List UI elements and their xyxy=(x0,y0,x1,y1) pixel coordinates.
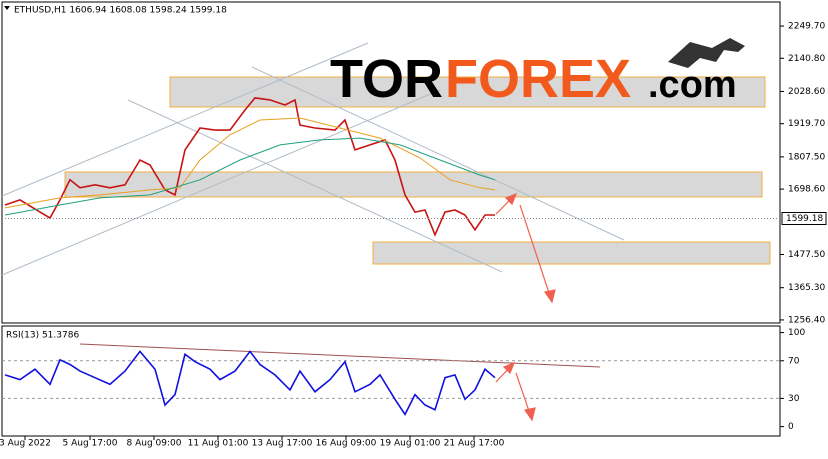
symbol-marker xyxy=(4,6,10,10)
x-tick-label: 8 Aug 09:00 xyxy=(127,439,182,449)
zone xyxy=(64,171,763,198)
x-tick-label: 13 Aug 17:00 xyxy=(252,439,313,449)
zone xyxy=(169,76,766,108)
series-line xyxy=(4,137,496,216)
last-price-box xyxy=(781,212,827,226)
y-tick-label: 0 xyxy=(788,422,794,432)
logo-tor: TOR xyxy=(330,49,443,109)
y-tick-label: 100 xyxy=(788,328,805,338)
rsi-panel xyxy=(1,325,781,437)
y-tick-label: 1919.70 xyxy=(788,119,825,129)
channel-line xyxy=(1,42,369,197)
arrow-head xyxy=(502,361,516,375)
arrow xyxy=(515,372,531,415)
logo-com: .com xyxy=(648,64,737,106)
y-tick-label: 1365.30 xyxy=(788,283,825,293)
logo-forex: FOREX xyxy=(445,49,631,109)
zone xyxy=(372,241,771,265)
arrow-head xyxy=(504,192,518,206)
logo: TOR FOREX .com xyxy=(330,38,745,109)
y-tick-label: 2249.70 xyxy=(788,22,825,32)
forecast-arrows xyxy=(495,192,556,422)
price-panel xyxy=(1,1,781,324)
logo-bull xyxy=(668,38,745,68)
channel-line xyxy=(127,99,503,273)
series-line xyxy=(4,350,496,416)
channel-line xyxy=(251,66,625,241)
arrow-head xyxy=(543,289,556,304)
x-tick-label: 3 Aug 2022 xyxy=(0,439,51,449)
y-tick-label: 1256.40 xyxy=(788,315,825,325)
y-tick-label: 30 xyxy=(788,394,800,404)
y-tick-label: 1698.60 xyxy=(788,185,825,195)
arrow-head xyxy=(523,407,536,422)
channel-lines xyxy=(1,42,625,368)
y-tick-label: 2140.80 xyxy=(788,54,825,64)
x-tick-label: 5 Aug 17:00 xyxy=(63,439,118,449)
last-price-label: 1599.18 xyxy=(786,214,823,224)
y-tick-label: 1477.50 xyxy=(788,250,825,260)
series-line xyxy=(4,117,496,209)
price-title: ETHUSD,H1 1606.94 1608.08 1598.24 1599.1… xyxy=(14,6,227,16)
x-tick-label: 16 Aug 09:00 xyxy=(316,439,377,449)
x-tick-label: 21 Aug 17:00 xyxy=(444,439,505,449)
rsi-title: RSI(13) 51.3786 xyxy=(6,331,79,341)
zones xyxy=(64,76,771,265)
y-tick-label: 1807.50 xyxy=(788,152,825,162)
y-tick-label: 70 xyxy=(788,356,800,366)
arrow xyxy=(519,204,551,297)
x-tick-label: 11 Aug 01:00 xyxy=(188,439,249,449)
y-tick-label: 2028.60 xyxy=(788,87,825,97)
x-tick-label: 19 Aug 01:00 xyxy=(380,439,441,449)
